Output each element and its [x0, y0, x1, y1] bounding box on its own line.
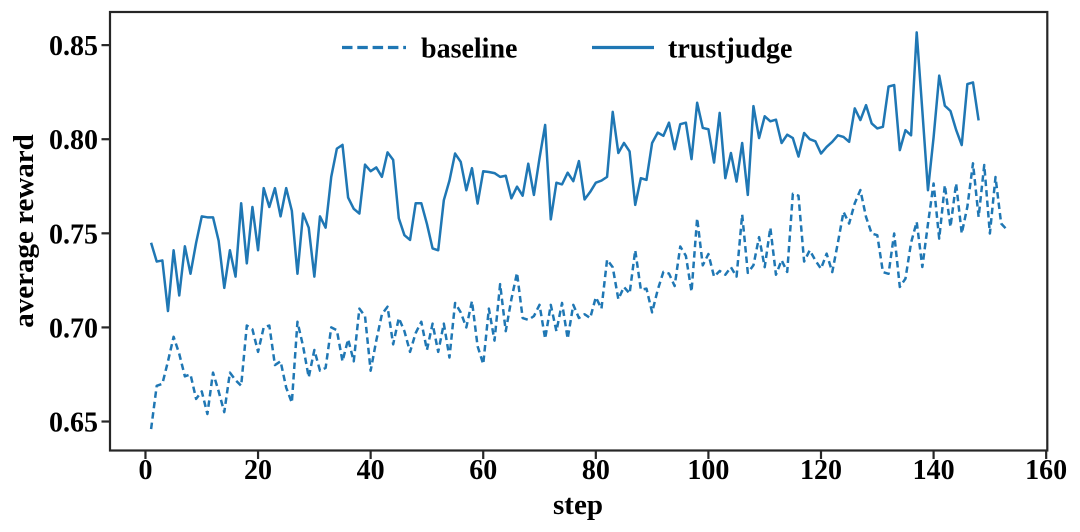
x-tick-label: 100	[687, 455, 729, 486]
y-tick-label: 0.65	[49, 408, 98, 439]
data-series-group	[149, 31, 1008, 430]
legend-baseline-label: baseline	[421, 34, 517, 65]
y-tick-label: 0.75	[49, 219, 98, 250]
y-axis-label: average reward	[8, 134, 40, 328]
y-tick-label: 0.70	[49, 313, 98, 344]
x-tick-label: 140	[913, 455, 955, 486]
legend: baseline trustjudge	[342, 34, 792, 65]
baseline-line	[149, 162, 1008, 430]
plot-frame	[108, 10, 1049, 452]
plot-frame-group	[108, 10, 1049, 452]
x-tick-label: 60	[469, 455, 497, 486]
y-tick-label: 0.85	[49, 31, 98, 62]
x-tick-label: 120	[800, 455, 842, 486]
trustjudge-line	[149, 31, 980, 313]
axis-ticks-group: 0 20 40 60 80 100 120 140 160 0.65 0.70 0.75 0.80 0.8…	[49, 31, 1067, 486]
legend-trustjudge-label: trustjudge	[668, 34, 792, 65]
x-tick-label: 0	[138, 455, 152, 486]
y-tick-label: 0.80	[49, 125, 98, 156]
x-tick-label: 20	[244, 455, 272, 486]
x-tick-label: 80	[582, 455, 610, 486]
x-tick-label: 160	[1025, 455, 1067, 486]
x-axis-label: step	[553, 489, 603, 521]
x-tick-label: 40	[357, 455, 385, 486]
